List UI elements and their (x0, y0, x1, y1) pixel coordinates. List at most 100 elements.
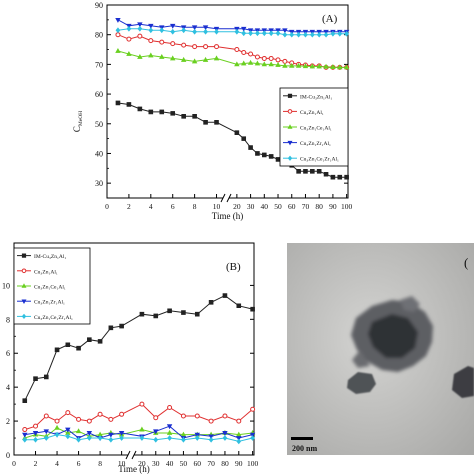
legend-marker (287, 155, 293, 161)
data-point (22, 398, 28, 404)
legend-marker (287, 140, 293, 146)
data-point (170, 41, 176, 47)
x-tick-label: 2 (127, 202, 131, 211)
data-point (316, 168, 322, 174)
data-point (214, 119, 219, 125)
data-point (148, 52, 154, 58)
data-point (148, 109, 154, 115)
y-axis-label-sub: MeOH (78, 111, 84, 126)
data-point (22, 427, 28, 433)
x-tick-label: 50 (180, 459, 188, 468)
y-tick-label: 2 (6, 417, 10, 426)
series-line (24, 403, 253, 431)
data-point (330, 64, 336, 69)
x-tick-label: 0 (12, 459, 16, 468)
data-point (170, 111, 176, 116)
tem-small-particle (347, 366, 474, 398)
x-axis-break-slash (131, 450, 137, 460)
y-tick-label: 50 (95, 120, 103, 129)
data-point (139, 426, 145, 432)
data-point (43, 374, 49, 380)
data-point (303, 168, 308, 174)
data-point (170, 28, 176, 35)
data-point (214, 44, 220, 50)
data-point (75, 428, 82, 434)
data-point (54, 424, 60, 430)
x-tick-label: 4 (149, 202, 153, 211)
chart-a: 30 40 50 60 70 80 90 0 2 4 6 8 10 20 30 40 50 60 70 80 90 100… (72, 1, 353, 221)
data-point (180, 56, 187, 62)
data-point (33, 423, 39, 429)
data-point (289, 31, 295, 38)
x-tick-label: 0 (105, 202, 109, 211)
legend-marker (287, 124, 293, 129)
tem-image-panel: 200 nm ( (287, 243, 474, 455)
data-point (65, 342, 71, 348)
data-point (330, 30, 336, 37)
data-point (153, 429, 159, 435)
data-point (303, 31, 308, 38)
data-point (108, 325, 114, 331)
x-axis-break (220, 193, 232, 203)
data-point (261, 55, 267, 61)
data-point (153, 436, 159, 443)
x-tick-label: 40 (166, 459, 174, 468)
data-point (139, 311, 145, 317)
data-point (250, 406, 256, 412)
x-tick-label: 70 (207, 459, 215, 468)
legend-entry-label: Cu₃Zn₁Ce₁Al₁ (300, 126, 332, 132)
tem-scale-bar-label: 200 nm (292, 444, 317, 453)
legend-entry-label: Cu₃Zn₁Zr₁Al₁ (300, 141, 331, 147)
data-point (241, 30, 247, 37)
x-axis-break-slash (125, 450, 131, 460)
data-point (255, 30, 260, 37)
data-point (87, 337, 92, 342)
data-point (222, 293, 228, 298)
series-0 (22, 293, 255, 404)
data-point (167, 405, 173, 411)
data-point (248, 51, 254, 57)
x-tick-label: 4 (55, 459, 59, 468)
x-tick-label: 30 (247, 202, 255, 211)
data-point (181, 42, 187, 48)
data-point (309, 63, 316, 69)
data-point (194, 311, 200, 317)
legend-entry-label: Cu₃Zn₁Zr₁Al₁ (34, 300, 65, 306)
data-point (76, 416, 82, 422)
data-point (282, 58, 288, 64)
data-point (234, 130, 240, 135)
data-point (295, 62, 302, 68)
x-axis-label: Time (h) (118, 464, 149, 474)
panel-label: (A) (322, 13, 338, 25)
data-point (208, 418, 214, 424)
data-point (22, 432, 28, 438)
data-point (126, 36, 132, 42)
legend-marker (21, 313, 27, 320)
data-point (337, 174, 343, 180)
data-point (108, 416, 114, 422)
data-point (236, 438, 242, 445)
data-point (222, 435, 228, 441)
legend: IM-Cu₃Zn₁Al₁ Cu₃Zn₁Al₁ Cu₃Zn₁Ce₁Al₁ Cu₃Zn₁Z… (13, 247, 91, 325)
data-point (282, 31, 288, 38)
legend-entry-label: Cu₃Zn₁Ce₁Zr₁Al₁ (300, 157, 339, 163)
data-point (65, 427, 71, 433)
data-point (191, 25, 198, 31)
data-point (275, 30, 281, 37)
data-point (115, 27, 121, 34)
data-point (115, 32, 121, 38)
data-point (119, 323, 124, 329)
x-axis-break-gap (223, 193, 229, 203)
data-point (275, 57, 281, 63)
data-point (153, 313, 159, 319)
data-point (192, 28, 198, 35)
legend-entry-label: Cu₃Zn₁Ce₁Zr₁Al₁ (34, 315, 73, 321)
data-point (344, 174, 349, 180)
data-point (241, 60, 247, 66)
x-tick-label: 2 (34, 459, 38, 468)
tem-panel-label: ( (464, 255, 468, 270)
data-point (54, 431, 60, 438)
data-point (247, 59, 254, 65)
data-point (296, 168, 301, 174)
